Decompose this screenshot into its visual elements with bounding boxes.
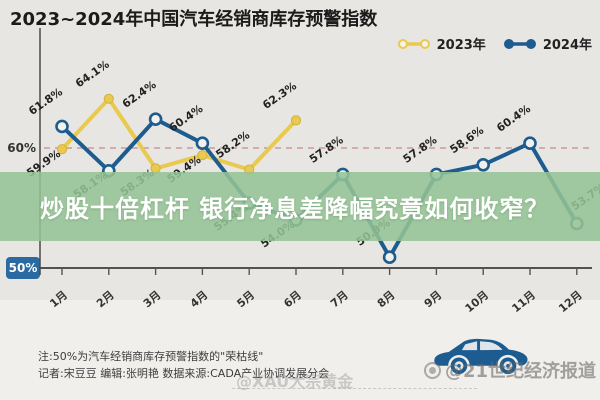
headline-text: 炒股十倍杠杆 银行净息差降幅究竟如何收窄？ [40,195,550,223]
watermark-right-text: @21世纪经济报道 [444,361,596,382]
legend-label-2024: 2024年 [542,38,592,53]
value-label: 58.6% [447,124,486,157]
data-point-2024年-11月 [523,136,537,150]
data-point-2024年-4月 [195,136,210,150]
x-axis-label: 2月 [94,288,117,310]
car-window-rear [480,341,503,351]
value-label: 60.4% [167,102,206,135]
legend: 2023年 2024年 [396,34,592,53]
x-axis-label: 6月 [281,288,304,310]
legend-marker-part [397,38,408,49]
x-axis-label: 4月 [188,288,211,310]
value-label: 57.8% [307,133,346,166]
legend-marker-2024-icon [503,38,536,49]
watermark-center: @XAU大宗黄金 [236,372,354,391]
x-axis-label: 12月 [556,288,585,315]
data-point-2023年-6月 [290,115,302,126]
y-axis-label-box-50 [6,257,40,279]
legend-item-2024: 2024年 [502,34,592,53]
legend-marker-2023-icon [397,38,430,49]
headline-overlay-banner: 炒股十倍杠杆 银行净息差降幅究竟如何收窄？ [0,172,600,241]
x-axis-label: 5月 [234,288,257,310]
value-label: 61.8% [26,85,65,118]
series-line-2023年 [60,96,298,172]
legend-marker-part [525,38,536,49]
footnote: 注:50%为汽车经销商库存预警指数的"荣枯线" [38,350,264,363]
data-point-2023年-4月 [197,150,208,161]
x-axis-label: 8月 [375,288,398,310]
data-point-2024年-3月 [148,112,163,126]
car-icon [432,331,530,379]
value-label: 60.4% [494,102,533,135]
data-point-2023年-1月 [56,144,68,155]
car-body [434,338,528,366]
car-window-front [461,341,478,351]
legend-item-2023: 2023年 [396,34,486,53]
legend-marker-part [503,38,514,49]
x-axis-label: 10月 [463,288,492,315]
legend-label-2023: 2023年 [436,38,486,53]
value-label: 62.3% [260,79,299,112]
value-label: 57.8% [401,133,440,166]
credits: 记者:宋豆豆 编辑:张明艳 数据来源:CADA产业协调发展分会 [38,367,330,380]
data-point-2023年-2月 [103,93,114,104]
watermark-logo-icon [423,361,441,379]
x-axis-label: 9月 [422,288,445,310]
legend-marker-part [419,38,430,49]
value-label: 62.4% [120,78,159,111]
data-point-2024年-10月 [476,158,491,172]
x-axis-label: 3月 [141,288,164,310]
x-axis-label: 7月 [328,288,351,310]
car-wheel-rear-hub [457,364,461,368]
x-axis-label: 11月 [509,288,538,315]
car-wheel-front-hub [506,364,510,368]
x-axis-label: 1月 [47,288,70,310]
data-point-2024年-1月 [55,119,69,134]
y-axis-label-60: 60% [7,141,36,155]
y-axis-label-50: 50% [9,261,38,275]
chart-title: 2023~2024年中国汽车经销商库存预警指数 [10,9,378,30]
data-point-2024年-8月 [382,250,397,265]
car-icon-svg [434,338,528,375]
watermark-right: @21世纪经济报道 [423,357,596,383]
value-label: 64.1% [73,58,112,91]
value-label: 58.2% [213,129,252,162]
watermark-dashed-line [232,388,477,389]
